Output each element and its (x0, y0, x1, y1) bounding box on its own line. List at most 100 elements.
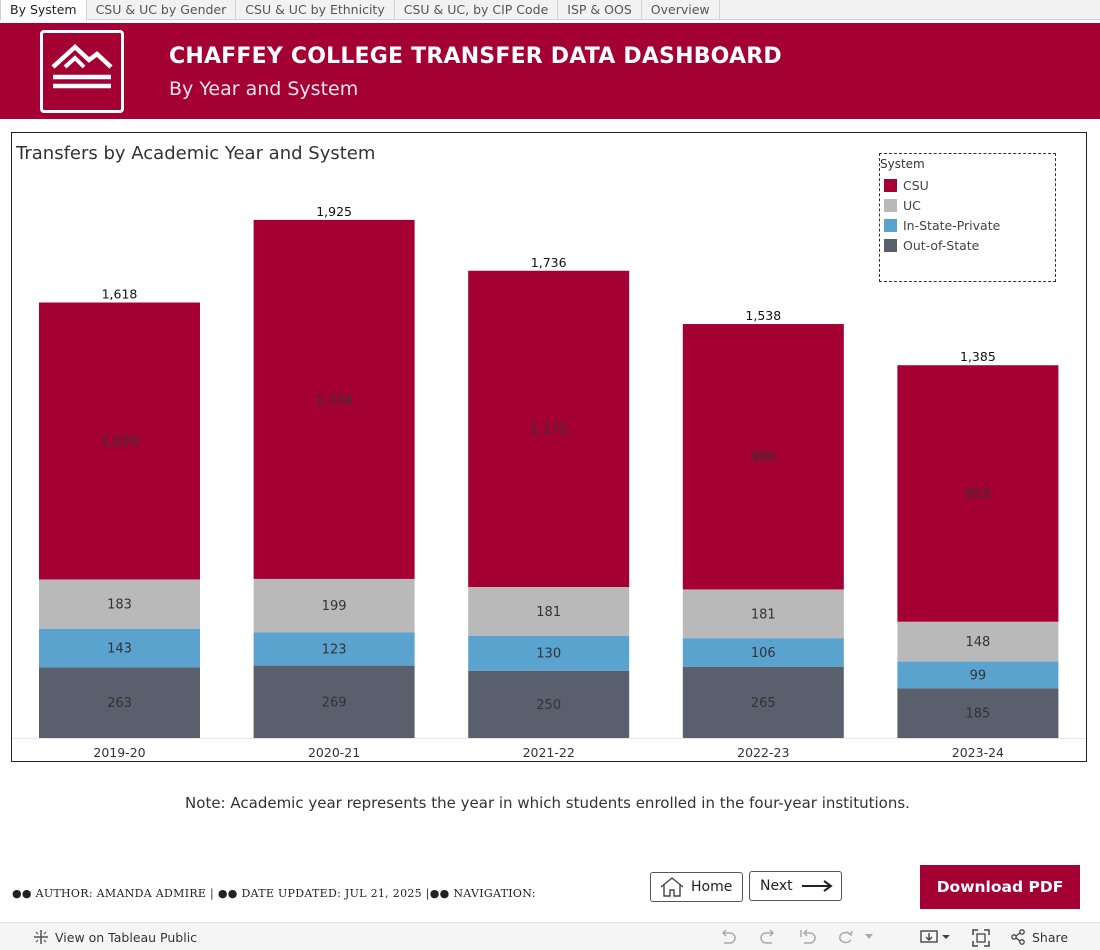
legend-swatch-uc (884, 198, 897, 212)
legend-item-out-of-state[interactable]: Out-of-State (884, 237, 980, 253)
segment-value-label: 1,334 (315, 393, 352, 408)
share-label: Share (1032, 929, 1069, 945)
x-tick-label: 2022-23 (737, 745, 789, 760)
view-on-tableau-label: View on Tableau Public (55, 929, 198, 945)
tableau-toolbar: View on Tableau Public (0, 922, 1100, 950)
page-subtitle: By Year and System (169, 78, 359, 100)
home-button-label: Home (691, 879, 733, 895)
tab-csu-uc-by-cip-code[interactable]: CSU & UC, by CIP Code (395, 0, 559, 20)
segment-value-label: 953 (965, 487, 990, 502)
segment-value-label: 143 (107, 641, 132, 656)
bar-total-label: 1,736 (531, 255, 567, 270)
tab-isp-oos[interactable]: ISP & OOS (558, 0, 642, 20)
next-button-label: Next (760, 878, 793, 894)
redo-icon[interactable] (758, 929, 778, 945)
stacked-bar-chart: 263 143 183 1,029 1,618 2019-20 269 123 199 1,334… (12, 204, 1086, 760)
legend-swatch-csu (884, 178, 897, 192)
bar-segment-uc[interactable] (253, 578, 415, 633)
segment-value-label: 1,029 (101, 434, 138, 449)
segment-value-label: 199 (322, 599, 347, 614)
legend-label: CSU (903, 177, 929, 193)
legend-label: In-State-Private (903, 217, 1001, 233)
home-icon (660, 877, 684, 897)
legend-label: UC (903, 197, 921, 213)
segment-value-label: 123 (322, 643, 347, 658)
bar-segment-in-state-private[interactable] (897, 661, 1059, 689)
segment-value-label: 181 (751, 607, 776, 622)
bar-segment-out-of-state[interactable] (682, 666, 844, 738)
legend-label: Out-of-State (903, 237, 980, 253)
refresh-icon[interactable] (836, 929, 856, 945)
download-pdf-button[interactable]: Download PDF (920, 865, 1080, 909)
bar-segment-out-of-state[interactable] (253, 665, 415, 738)
legend-swatch-out-of-state (884, 238, 897, 252)
bar-segment-uc[interactable] (682, 589, 844, 639)
legend-swatch-in-state-private (884, 218, 897, 232)
segment-value-label: 99 (970, 668, 987, 683)
bar-segment-in-state-private[interactable] (253, 632, 415, 666)
next-button[interactable]: Next (749, 871, 842, 901)
tab-by-system[interactable]: By System (0, 0, 87, 20)
undo-icon[interactable] (718, 929, 738, 945)
fullscreen-icon[interactable] (972, 929, 990, 947)
bar-segment-uc[interactable] (897, 621, 1059, 662)
bar-segment-in-state-private[interactable] (39, 628, 200, 668)
share-button[interactable]: Share (1010, 929, 1068, 945)
bar-segment-csu[interactable] (682, 324, 844, 590)
segment-value-label: 263 (107, 696, 132, 711)
bar-segment-out-of-state[interactable] (897, 688, 1059, 738)
tableau-logo-icon (34, 930, 48, 944)
mountain-logo-icon (40, 30, 124, 113)
chart-legend[interactable]: System CSU UC In-State-Private Out-of-St… (879, 153, 1056, 282)
segment-value-label: 986 (751, 450, 776, 465)
bar-segment-csu[interactable] (468, 270, 630, 588)
segment-value-label: 183 (107, 598, 132, 613)
author-credits: ●● AUTHOR: AMANDA ADMIRE | ●● DATE UPDAT… (12, 887, 536, 900)
tab-bar: By System CSU & UC by Gender CSU & UC by… (0, 0, 1100, 20)
revert-icon[interactable] (798, 929, 818, 945)
chart-title: Transfers by Academic Year and System (16, 143, 376, 164)
x-tick-label: 2020-21 (308, 745, 360, 760)
tab-csu-uc-by-gender[interactable]: CSU & UC by Gender (87, 0, 237, 20)
x-tick-label: 2023-24 (952, 745, 1004, 760)
segment-value-label: 130 (536, 647, 561, 662)
bar-total-label: 1,538 (745, 308, 781, 323)
legend-item-in-state-private[interactable]: In-State-Private (884, 217, 1001, 233)
bar-segment-csu[interactable] (253, 219, 415, 579)
segment-value-label: 269 (322, 695, 347, 710)
footnote: Note: Academic year represents the year … (185, 794, 910, 812)
segment-value-label: 181 (536, 605, 561, 620)
bar-segment-out-of-state[interactable] (468, 670, 630, 738)
download-icon[interactable] (920, 929, 952, 945)
bar-total-label: 1,385 (960, 349, 996, 364)
segment-value-label: 250 (536, 698, 561, 713)
x-tick-label: 2021-22 (523, 745, 575, 760)
header-banner: CHAFFEY COLLEGE TRANSFER DATA DASHBOARD … (0, 23, 1100, 119)
legend-item-csu[interactable]: CSU (884, 177, 929, 193)
page-title: CHAFFEY COLLEGE TRANSFER DATA DASHBOARD (169, 44, 782, 69)
bar-segment-out-of-state[interactable] (39, 667, 200, 738)
bar-segment-uc[interactable] (468, 587, 630, 636)
bar-segment-in-state-private[interactable] (682, 638, 844, 667)
segment-value-label: 265 (751, 696, 776, 711)
arrow-right-icon (801, 880, 833, 892)
bar-segment-uc[interactable] (39, 579, 200, 629)
tab-csu-uc-by-ethnicity[interactable]: CSU & UC by Ethnicity (236, 0, 395, 20)
x-tick-label: 2019-20 (93, 745, 145, 760)
bar-total-label: 1,925 (316, 204, 352, 219)
view-on-tableau-link[interactable]: View on Tableau Public (33, 929, 197, 945)
bar-segment-in-state-private[interactable] (468, 635, 630, 671)
share-icon (1011, 929, 1025, 945)
legend-item-uc[interactable]: UC (884, 197, 921, 213)
segment-value-label: 1,175 (530, 422, 567, 437)
bar-total-label: 1,618 (102, 287, 138, 302)
legend-title: System (880, 157, 925, 171)
tab-overview[interactable]: Overview (642, 0, 720, 20)
bar-segment-csu[interactable] (897, 365, 1059, 622)
segment-value-label: 106 (751, 646, 776, 661)
segment-value-label: 148 (965, 635, 990, 650)
chevron-down-icon[interactable] (864, 933, 874, 941)
segment-value-label: 185 (965, 707, 990, 722)
bar-segment-csu[interactable] (39, 302, 200, 580)
home-button[interactable]: Home (650, 872, 743, 902)
